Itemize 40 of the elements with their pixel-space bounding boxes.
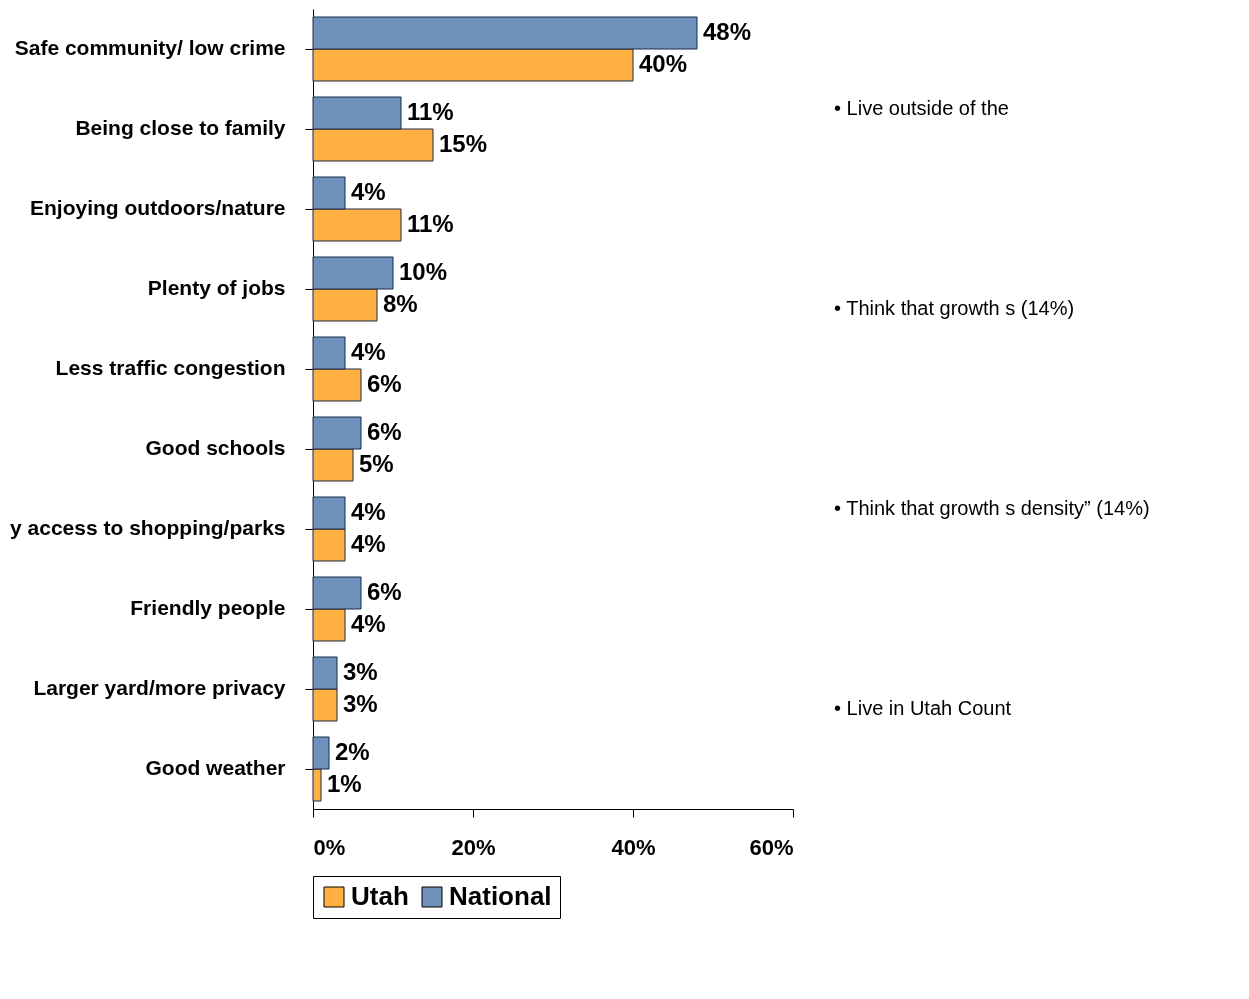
data-label: 3%	[343, 658, 378, 685]
data-label: 6%	[367, 370, 402, 397]
data-label: 11%	[407, 98, 454, 125]
y-tick-label: Larger yard/more privacy	[33, 676, 286, 699]
data-label: 4%	[351, 178, 386, 205]
x-tick-label: 0%	[313, 834, 346, 860]
data-label: 10%	[399, 258, 448, 285]
y-tick-label: Less traffic congestion	[55, 356, 286, 379]
data-label: 4%	[351, 498, 386, 525]
data-label: 4%	[351, 610, 386, 637]
text: • Live in Utah Count	[834, 697, 1012, 719]
x-tick-label: 40%	[611, 834, 656, 860]
y-tick-label: Enjoying outdoors/nature	[30, 196, 286, 219]
text: • Live outside of the	[834, 97, 1009, 119]
data-label: 5%	[359, 450, 394, 477]
x-tick-label: 60%	[749, 834, 794, 860]
y-tick-label: y access to shopping/parks	[10, 516, 286, 539]
legend-label: Utah	[351, 881, 409, 911]
data-label: 11%	[407, 210, 454, 237]
text: • Think that growth s density” (14%)	[834, 497, 1150, 519]
data-label: 15%	[439, 130, 488, 157]
y-tick-label: Good weather	[145, 756, 286, 779]
y-tick-label: Safe community/ low crime	[14, 36, 286, 59]
data-label: 48%	[703, 18, 752, 45]
data-label: 6%	[367, 418, 402, 445]
data-label: 6%	[367, 578, 402, 605]
data-label: 40%	[639, 50, 688, 77]
y-tick-label: Friendly people	[130, 596, 286, 619]
y-tick-label: Plenty of jobs	[147, 276, 286, 299]
data-label: 4%	[351, 338, 386, 365]
legend-label: National	[449, 881, 552, 911]
data-label: 2%	[335, 738, 370, 765]
x-tick-label: 20%	[451, 834, 496, 860]
y-tick-label: Good schools	[145, 436, 286, 459]
text: • Think that growth s (14%)	[834, 297, 1075, 319]
data-label: 4%	[351, 530, 386, 557]
y-tick-label: Being close to family	[75, 116, 286, 139]
data-label: 8%	[383, 290, 418, 317]
data-label: 1%	[327, 770, 362, 797]
data-label: 3%	[343, 690, 378, 717]
